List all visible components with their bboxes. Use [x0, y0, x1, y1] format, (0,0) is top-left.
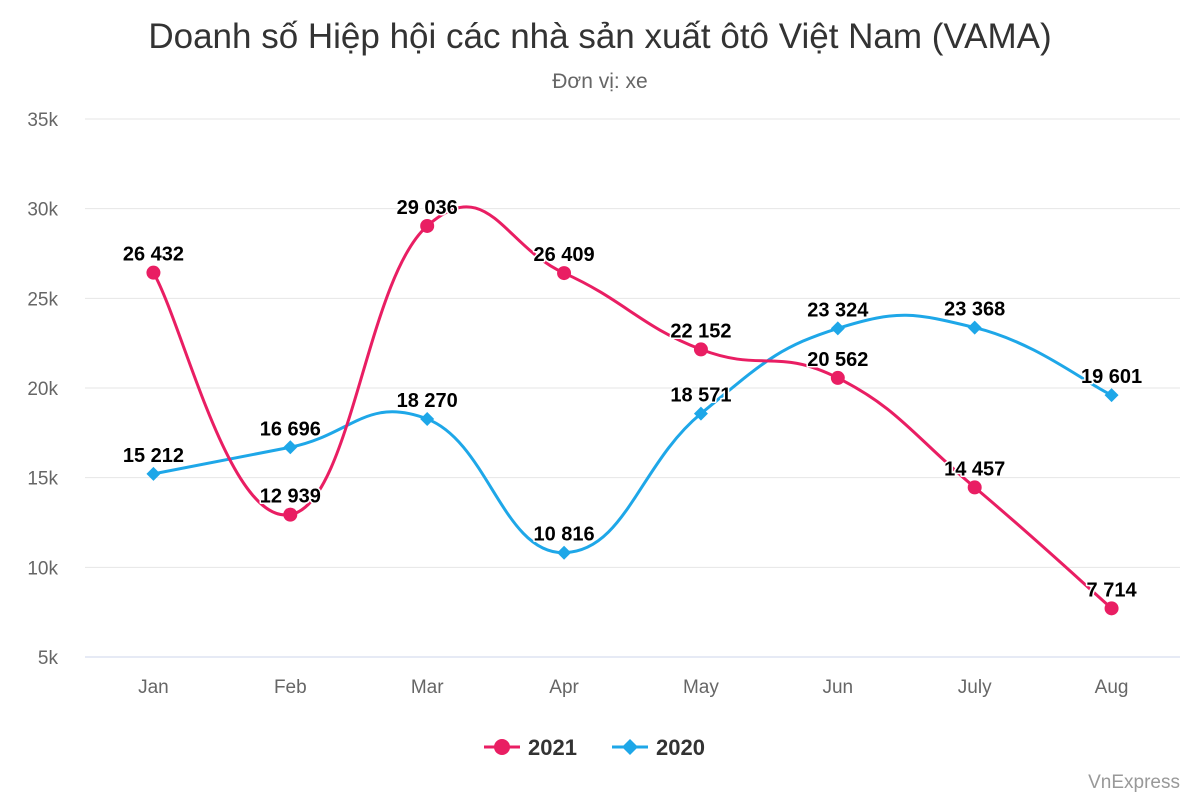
data-point-2020: [830, 321, 845, 336]
data-label-2021: 20 562: [807, 349, 868, 371]
data-label-2021: 29 036: [397, 197, 458, 219]
legend-marker: [494, 739, 510, 755]
legend-label: 2021: [528, 735, 577, 760]
data-label-2020: 10 816: [533, 524, 594, 546]
legend-marker: [622, 739, 638, 755]
data-label-2021: 12 939: [260, 486, 321, 508]
data-point-2021: [146, 265, 161, 280]
data-point-2020: [283, 440, 298, 455]
data-label-2020: 19 601: [1081, 366, 1142, 388]
series-2020: [146, 313, 1119, 560]
x-tick-label: Apr: [549, 677, 579, 698]
data-label-2020: 23 368: [944, 299, 1005, 321]
data-point-2020: [420, 412, 435, 427]
y-tick-label: 20k: [27, 379, 58, 400]
x-tick-label: Jan: [138, 677, 169, 698]
legend[interactable]: 2021 2020: [484, 735, 705, 760]
data-point-2021: [967, 480, 982, 495]
data-point-2020: [693, 406, 708, 421]
credit-text[interactable]: VnExpress: [1088, 772, 1180, 793]
y-tick-label: 35k: [27, 110, 58, 131]
legend-label: 2020: [656, 735, 705, 760]
data-label-2020: 18 270: [397, 390, 458, 412]
y-axis: 5k 10k 15k 20k 25k 30k 35k: [27, 110, 58, 669]
data-label-2021: 26 409: [533, 244, 594, 266]
data-point-2021: [557, 266, 572, 281]
data-point-2021: [830, 370, 845, 385]
data-label-2021: 26 432: [123, 244, 184, 266]
data-label-2020: 23 324: [807, 299, 869, 321]
x-tick-label: Mar: [411, 677, 444, 698]
y-tick-label: 10k: [27, 558, 58, 579]
data-label-2020: 18 571: [670, 385, 731, 407]
data-label-2021: 14 457: [944, 458, 1005, 480]
series-2021: [146, 205, 1119, 616]
data-point-2021: [283, 507, 298, 522]
x-tick-label: Aug: [1095, 677, 1129, 698]
x-axis: Jan Feb Mar Apr May Jun July Aug: [138, 677, 1128, 698]
x-tick-label: July: [958, 677, 992, 698]
series-line-2020: [151, 313, 1114, 555]
data-point-2021: [1104, 601, 1119, 616]
y-tick-label: 25k: [27, 289, 58, 310]
data-label-2020: 16 696: [260, 418, 321, 440]
chart-subtitle: Đơn vị: xe: [552, 70, 647, 93]
x-tick-label: Jun: [822, 677, 853, 698]
series-line-2021: [151, 205, 1114, 610]
data-labels: 26 432 12 939 29 036 26 409 22 152 20 562 14 4…: [121, 195, 1143, 602]
y-tick-label: 5k: [38, 648, 59, 669]
series-group: [146, 205, 1119, 616]
legend-item-2021[interactable]: 2021: [484, 735, 577, 760]
data-label-2021: 7 714: [1087, 579, 1138, 601]
data-label-2020: 15 212: [123, 445, 184, 467]
data-label-2021: 22 152: [670, 320, 731, 342]
data-point-2021: [420, 218, 435, 233]
chart-title: Doanh số Hiệp hội các nhà sản xuất ôtô V…: [148, 17, 1051, 56]
legend-item-2020[interactable]: 2020: [612, 735, 705, 760]
data-point-2021: [693, 342, 708, 357]
data-point-2020: [146, 466, 161, 481]
data-point-2020: [1104, 388, 1119, 403]
y-tick-label: 30k: [27, 200, 58, 221]
x-tick-label: May: [683, 677, 719, 698]
gridlines: [85, 118, 1180, 658]
data-point-2020: [967, 320, 982, 335]
x-tick-label: Feb: [274, 677, 307, 698]
y-tick-label: 15k: [27, 469, 58, 490]
data-point-2020: [557, 545, 572, 560]
